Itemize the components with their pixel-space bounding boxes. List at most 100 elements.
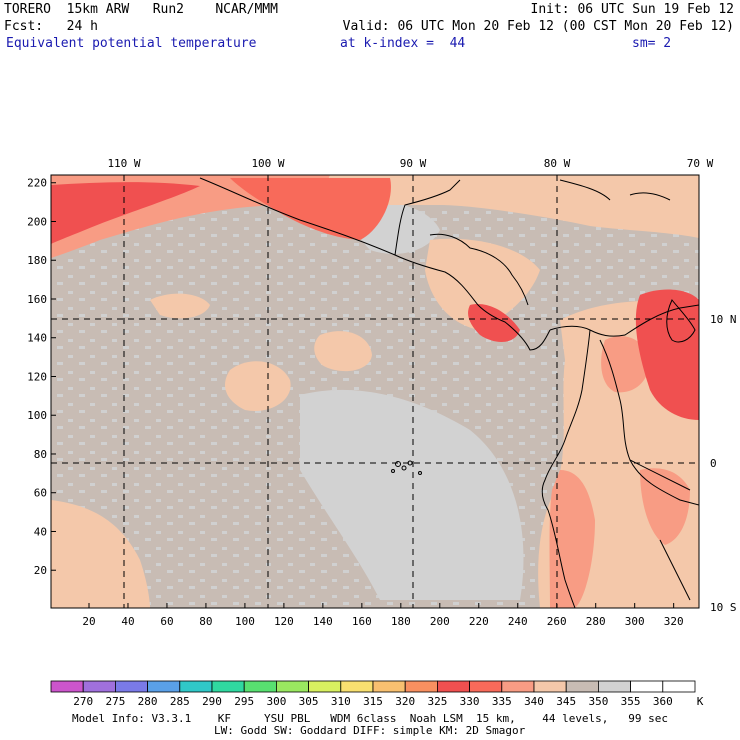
y-tick-label: 200 <box>27 215 47 228</box>
x-tick-label: 240 <box>508 615 528 628</box>
colorbar-swatch <box>372 680 406 693</box>
island-1 <box>395 461 401 467</box>
y-tick-label: 180 <box>27 254 47 267</box>
colorbar-swatch <box>243 680 277 693</box>
y-tick-label: 120 <box>27 370 47 383</box>
colorbar-swatch <box>115 680 149 693</box>
warm-patch-2 <box>314 331 372 372</box>
mexico-hot-core <box>230 178 391 240</box>
colombia-warm-core <box>601 336 650 393</box>
colorbar-swatch <box>147 680 181 693</box>
colorbar-label: 275 <box>105 695 126 708</box>
island-4 <box>391 469 395 473</box>
colorbar-swatch <box>211 680 245 693</box>
x-tick-label: 220 <box>469 615 489 628</box>
x-tick-label: 120 <box>274 615 294 628</box>
island-2 <box>401 465 407 471</box>
lake-maracaibo <box>666 299 696 343</box>
lat-label-equator: 0 <box>710 457 717 470</box>
south-america-pacific-coast <box>541 329 591 608</box>
colorbar-swatch <box>436 680 470 693</box>
y-tick-label: 100 <box>27 409 47 422</box>
lon-label-70w: 70 W <box>687 157 714 170</box>
colorbar-swatch <box>630 680 664 693</box>
cool-region-south <box>300 389 524 600</box>
lon-label-80w: 80 W <box>544 157 571 170</box>
x-axis-ticks: 20 40 60 80 100 120 140 160 180 200 220 240 260 280 30… <box>82 603 684 628</box>
colorbar-label: 330 <box>459 695 480 708</box>
colorbar-label: 340 <box>524 695 544 708</box>
init-time: Init: 06 UTC Sun 19 Feb 12 <box>530 2 735 17</box>
warm-patch-1 <box>225 361 291 411</box>
field-name: Equivalent potential temperature <box>6 36 257 51</box>
colorbar-unit: K <box>696 695 704 708</box>
colorbar-label: 325 <box>427 695 448 708</box>
colorbar-label: 290 <box>202 695 222 708</box>
y-tick-label: 60 <box>34 487 47 500</box>
y-tick-label: 40 <box>34 525 47 538</box>
colorbar-swatch <box>469 680 503 693</box>
colorbar-label: 320 <box>395 695 416 708</box>
colorbar-label: 335 <box>491 695 512 708</box>
colorbar-swatch <box>308 680 342 693</box>
colorbar-label: 285 <box>169 695 190 708</box>
model-run-title: TORERO 15km ARW Run2 NCAR/MMM <box>4 2 278 17</box>
x-tick-label: 60 <box>160 615 173 628</box>
colorbar-swatch <box>179 680 213 693</box>
y-axis-ticks: 20 40 60 80 100 120 140 160 180 200 220 <box>27 177 56 577</box>
colorbar-label: 315 <box>363 695 383 708</box>
colorbar-swatch <box>501 680 535 693</box>
graticule <box>51 175 699 608</box>
colorbar-label: 270 <box>73 695 94 708</box>
costa-rica-hot-core <box>468 304 520 342</box>
physics-info: LW: Godd SW: Goddard DIFF: simple KM: 2D… <box>214 724 526 737</box>
theta-e-field <box>51 175 699 608</box>
colorbar-swatch <box>598 680 632 693</box>
colorbar-label: 345 <box>556 695 577 708</box>
island-5 <box>418 471 422 475</box>
colorbar-label: 310 <box>330 695 351 708</box>
colorbar-label: 305 <box>298 695 319 708</box>
panama-colombia-coast <box>549 304 699 337</box>
y-tick-label: 140 <box>27 332 47 345</box>
pacific-coast-central-america <box>199 177 551 351</box>
forecast-hour: Fcst: 24 h <box>4 19 98 34</box>
lon-label-90w: 90 W <box>400 157 427 170</box>
caribbean-coast <box>394 179 529 306</box>
colorbar-label: 300 <box>266 695 287 708</box>
y-tick-label: 80 <box>34 448 47 461</box>
valid-time: Valid: 06 UTC Mon 20 Feb 12 (00 CST Mon … <box>342 19 734 34</box>
x-tick-label: 80 <box>199 615 212 628</box>
x-tick-label: 160 <box>352 615 372 628</box>
x-tick-label: 200 <box>430 615 450 628</box>
colorbar-swatch <box>404 680 438 693</box>
level-index: at k-index = 44 <box>340 36 466 51</box>
colorbar <box>50 680 696 693</box>
lon-label-100w: 100 W <box>251 157 284 170</box>
southwest-warm-patch <box>51 500 150 608</box>
colorbar-swatch <box>565 680 599 693</box>
warm-patch-3 <box>150 293 210 319</box>
colorbar-label: 280 <box>137 695 158 708</box>
x-tick-label: 260 <box>547 615 567 628</box>
smoothing-value: sm= 2 <box>632 36 672 51</box>
colorbar-label: 295 <box>234 695 255 708</box>
x-tick-label: 40 <box>121 615 134 628</box>
colorbar-swatch <box>533 680 567 693</box>
x-tick-label: 320 <box>664 615 684 628</box>
lat-label-10s: 10 S <box>710 601 737 614</box>
colorbar-swatch <box>82 680 116 693</box>
x-tick-label: 100 <box>235 615 255 628</box>
y-tick-label: 160 <box>27 293 47 306</box>
colorbar-swatch <box>662 680 696 693</box>
colorbar-swatch <box>50 680 84 693</box>
northwest-hot-core <box>51 182 200 244</box>
central-america-warm <box>425 238 540 330</box>
x-tick-label: 140 <box>313 615 333 628</box>
lon-label-110w: 110 W <box>107 157 140 170</box>
x-tick-label: 300 <box>625 615 645 628</box>
galapagos-islands <box>391 460 422 475</box>
model-info: Model Info: V3.3.1 KF YSU PBL WDM 6class… <box>72 712 669 725</box>
